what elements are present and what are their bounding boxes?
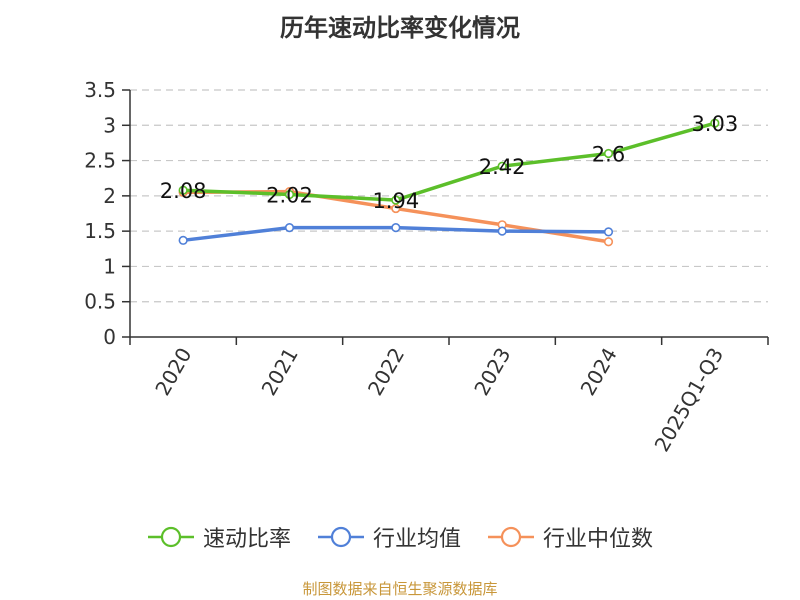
axes: 0 0.5 1 1.5 2 2.5 3 3.5 2020 2021 2022 2023 2024 2025…: [84, 78, 769, 456]
data-point: [284, 223, 295, 233]
x-tick-label: 2025Q1-Q3: [649, 344, 728, 456]
data-point: [497, 161, 507, 171]
legend-item[interactable]: 行业均值: [317, 521, 461, 553]
legend-label: 行业均值: [372, 527, 461, 552]
series-line-0: [183, 121, 716, 202]
data-label: 1.94: [372, 189, 419, 213]
data-point: [603, 237, 614, 247]
legend: 速动比率 行业均值 行业中位数: [0, 520, 800, 554]
legend-label: 速动比率: [202, 527, 291, 552]
legend-marker-icon: [317, 526, 364, 548]
data-point: [603, 148, 614, 159]
data-label: 2.02: [266, 183, 313, 207]
source-note: 制图数据来自恒生聚源数据库: [302, 580, 498, 598]
series-lines: [178, 118, 720, 247]
y-tick-label: 2: [103, 184, 116, 208]
data-label: 2.6: [592, 143, 625, 167]
data-point: [391, 195, 401, 205]
legend-label: 行业中位数: [543, 527, 654, 552]
data-point: [178, 185, 188, 195]
data-point: [710, 118, 720, 128]
data-label: 2.08: [160, 179, 207, 203]
data-point: [284, 189, 295, 200]
legend-item[interactable]: 行业中位数: [487, 521, 653, 553]
x-tick-label: 2024: [576, 344, 622, 400]
data-point: [497, 226, 507, 236]
data-label: 3.03: [691, 112, 738, 136]
data-point: [391, 203, 401, 214]
y-tick-label: 3: [103, 113, 116, 137]
x-tick-label: 2022: [363, 344, 409, 400]
x-tick-label: 2020: [150, 344, 196, 400]
data-point: [178, 235, 188, 245]
y-tick-label: 1: [103, 254, 116, 278]
y-tick-label: 0: [103, 325, 116, 349]
data-label: 2.42: [479, 155, 526, 179]
y-tick-label: 3.5: [84, 78, 116, 102]
y-tick-label: 2.5: [84, 149, 116, 173]
legend-marker-icon: [147, 526, 194, 548]
y-tick-label: 1.5: [84, 219, 116, 243]
x-tick-label: 2023: [469, 343, 515, 399]
grid-lines: [130, 89, 768, 303]
legend-item[interactable]: 速动比率: [147, 521, 291, 553]
legend-marker-icon: [488, 526, 534, 548]
value-labels: 2.08 2.02 1.94 2.42 2.6 3.03: [160, 112, 738, 213]
y-tick-label: 0.5: [84, 290, 116, 314]
chart-title: 历年速动比率变化情况: [280, 14, 520, 42]
x-tick-label: 2021: [257, 344, 303, 400]
data-point: [391, 223, 401, 233]
data-point: [603, 227, 614, 237]
